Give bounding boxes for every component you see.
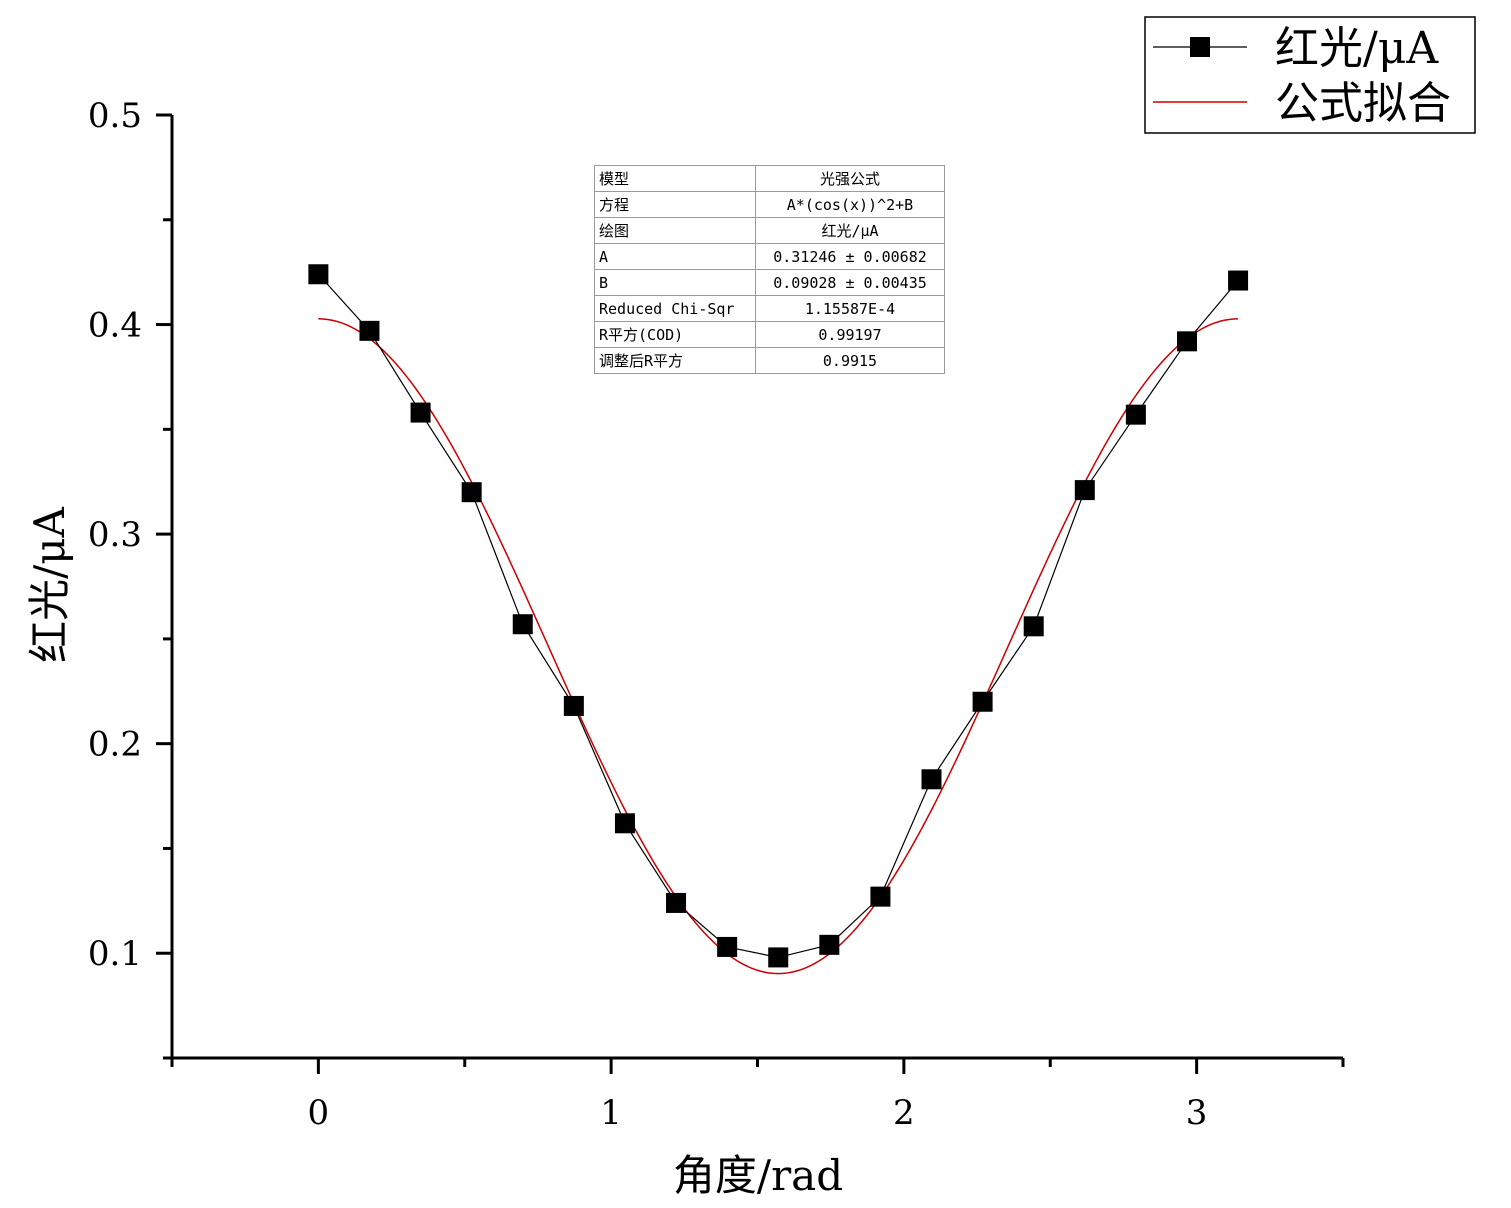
fit-table-key: 模型: [594, 165, 756, 192]
fit-table-value: 1.15587E-4: [755, 295, 945, 322]
fit-table-key: Reduced Chi-Sqr: [594, 295, 756, 322]
fit-table-row: 绘图 红光/μA: [594, 217, 945, 244]
x-axis-title: 角度/rad: [673, 1151, 843, 1200]
fit-table-row: 调整后R平方 0.9915: [594, 347, 945, 374]
data-point: [1023, 616, 1044, 637]
fit-results-table: 模型 光强公式 方程 A*(cos(x))^2+B 绘图 红光/μA A 0.31246 ± …: [594, 165, 945, 374]
fit-table-row: B 0.09028 ± 0.00435: [594, 269, 945, 296]
fit-table-key: A: [594, 243, 756, 270]
fit-curve: [318, 318, 1239, 975]
fit-table-key: B: [594, 269, 756, 296]
y-tick-label: 0.3: [88, 515, 142, 555]
y-tick-label: 0.4: [88, 306, 142, 346]
fit-table-row: A 0.31246 ± 0.00682: [594, 243, 945, 270]
fit-table-row: Reduced Chi-Sqr 1.15587E-4: [594, 295, 945, 322]
fit-table-value: 光强公式: [755, 165, 945, 192]
tick-labels: 0 1 2 3 0.1 0.2 0.3 0.4 0.5: [88, 96, 1208, 1133]
data-point: [972, 691, 993, 712]
data-point: [512, 614, 533, 635]
data-point: [717, 936, 738, 957]
data-point: [870, 886, 891, 907]
fit-table-key: R平方(COD): [594, 321, 756, 348]
fit-table-row: 模型 光强公式: [594, 165, 945, 192]
fit-table-row: R平方(COD) 0.99197: [594, 321, 945, 348]
ticks: [156, 113, 1345, 1074]
fit-table-key: 方程: [594, 191, 756, 218]
fit-table-row: 方程 A*(cos(x))^2+B: [594, 191, 945, 218]
legend-box: [1144, 16, 1476, 134]
fit-table-value: 红光/μA: [755, 217, 945, 244]
fit-table-value: 0.09028 ± 0.00435: [755, 269, 945, 296]
legend-label-series-1: 公式拟合: [1275, 78, 1451, 129]
data-point: [768, 947, 789, 968]
fit-table-key: 绘图: [594, 217, 756, 244]
fit-table-value: 0.99197: [755, 321, 945, 348]
fit-table-value: 0.9915: [755, 347, 945, 374]
x-tick-label: 1: [600, 1093, 622, 1133]
data-point: [666, 892, 687, 913]
data-point: [359, 320, 380, 341]
legend: 红光/μA 公式拟合: [1144, 16, 1476, 134]
y-axis-title: 红光/μA: [25, 506, 74, 662]
x-tick-label: 2: [893, 1093, 915, 1133]
legend-label-series-0: 红光/μA: [1275, 23, 1439, 74]
data-point: [308, 264, 329, 285]
data-point: [921, 769, 942, 790]
data-markers: [308, 264, 1249, 968]
data-line: [317, 273, 1239, 959]
data-point: [1125, 404, 1146, 425]
x-tick-label: 0: [308, 1093, 330, 1133]
legend-marker-series-0: [1190, 37, 1210, 57]
data-point: [1074, 480, 1095, 501]
data-point: [461, 482, 482, 503]
data-point: [1228, 270, 1249, 291]
y-tick-label: 0.1: [88, 934, 142, 974]
y-tick-label: 0.5: [88, 96, 142, 136]
data-point: [563, 695, 584, 716]
fit-table-value: 0.31246 ± 0.00682: [755, 243, 945, 270]
plot-area: 0 1 2 3 0.1 0.2 0.3 0.4 0.5: [88, 96, 1345, 1133]
data-point: [1176, 331, 1197, 352]
y-tick-label: 0.2: [88, 725, 142, 765]
data-point: [614, 813, 635, 834]
data-point: [410, 402, 431, 423]
x-tick-label: 3: [1186, 1093, 1208, 1133]
fit-table-key: 调整后R平方: [594, 347, 756, 374]
fit-table-value: A*(cos(x))^2+B: [755, 191, 945, 218]
data-point: [819, 934, 840, 955]
